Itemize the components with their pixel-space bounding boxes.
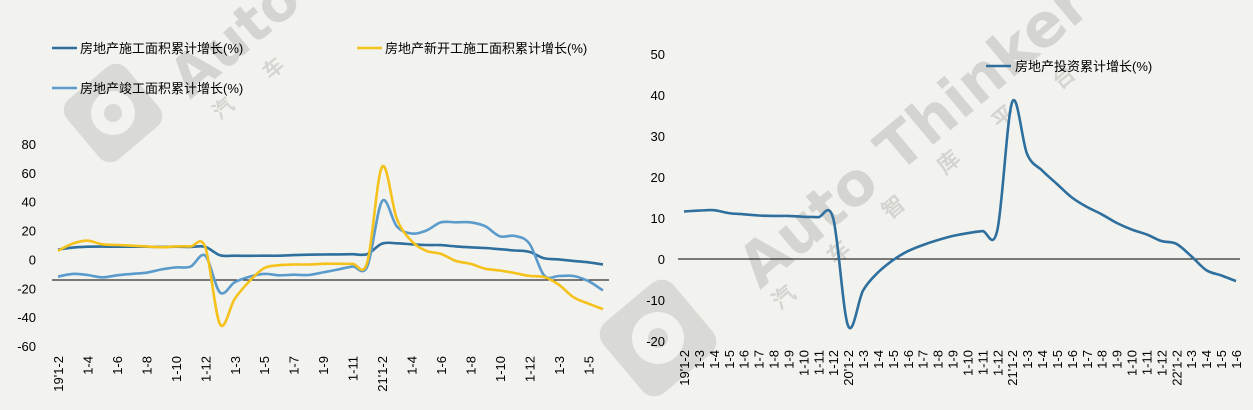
chart1-series-line-1 xyxy=(57,164,604,328)
chart2-xtick-label: 1-11 xyxy=(975,350,990,375)
chart1-xtick-label: 1-12 xyxy=(522,356,537,382)
chart2-xtick-label: 20'1-2 xyxy=(841,350,856,386)
chart1-xtick-label: 1-5 xyxy=(257,356,272,375)
chart2-xtick-label: 1-4 xyxy=(871,350,886,369)
chart1-legend-label-2: 房地产竣工面积累计增长(%) xyxy=(80,81,243,96)
watermark: Auto Thinker Auto Thinker 汽 车 汽 车 智 库 平 … xyxy=(63,0,1104,397)
chart2-xtick-label: 1-4 xyxy=(1199,350,1214,369)
chart2-xtick-label: 1-3 xyxy=(692,350,707,369)
chart1-xtick-label: 1-12 xyxy=(198,356,213,382)
chart2-xtick-label: 1-4 xyxy=(1035,350,1050,369)
chart1-xtick-label: 1-3 xyxy=(552,356,567,375)
watermark-text-right: Auto Thinker xyxy=(725,0,1104,301)
chart1-ytick-label: 80 xyxy=(22,137,36,152)
chart2-xtick-label: 1-6 xyxy=(1229,350,1244,369)
chart2-ytick-label: 40 xyxy=(651,88,665,103)
chart1-ytick-label: -60 xyxy=(17,339,36,354)
chart1-xtick-label: 1-9 xyxy=(316,356,331,375)
chart1-ytick-label: -40 xyxy=(17,310,36,325)
chart2-xtick-label: 1-5 xyxy=(1050,350,1065,369)
chart1-xtick-label: 1-4 xyxy=(80,356,95,375)
chart2-xtick-label: 22'1-2 xyxy=(1169,350,1184,386)
chart2-ytick-label: 0 xyxy=(658,252,665,267)
chart1-ytick-label: 60 xyxy=(22,166,36,181)
chart1-xtick-label: 1-11 xyxy=(346,356,361,381)
chart1-ytick-label: 20 xyxy=(22,224,36,239)
chart2-xtick-label: 1-5 xyxy=(886,350,901,369)
chart2-xtick-label: 1-9 xyxy=(781,350,796,369)
chart1-xtick-label: 1-8 xyxy=(139,356,154,375)
chart2-xtick-label: 1-9 xyxy=(1110,350,1125,369)
chart1-xtick-label: 1-7 xyxy=(287,356,302,375)
chart1-xtick-label: 1-4 xyxy=(405,356,420,375)
chart2-legend-label-0: 房地产投资累计增长(%) xyxy=(1015,59,1152,74)
chart2-xtick-label: 1-8 xyxy=(931,350,946,369)
chart2-xtick-label: 1-3 xyxy=(1020,350,1035,369)
chart2-xtick-label: 1-3 xyxy=(856,350,871,369)
chart2-xtick-label: 1-4 xyxy=(707,350,722,369)
chart2-xtick-label: 21'1-2 xyxy=(1005,350,1020,386)
chart2-ytick-label: 10 xyxy=(651,211,665,226)
chart2-xtick-label: 1-5 xyxy=(722,350,737,369)
chart2-xtick-label: 1-6 xyxy=(901,350,916,369)
chart2-xtick-label: 1-12 xyxy=(990,350,1005,376)
chart1-legend-label-0: 房地产施工面积累计增长(%) xyxy=(80,41,243,56)
chart1-ytick-label: 0 xyxy=(29,252,36,267)
chart1-xtick-label: 1-8 xyxy=(463,356,478,375)
chart2-xtick-label: 19'1-2 xyxy=(677,350,692,386)
chart1-ytick-label: 40 xyxy=(22,195,36,210)
chart1-xtick-label: 1-10 xyxy=(493,356,508,382)
chart2-xtick-label: 1-5 xyxy=(1214,350,1229,369)
chart2-xtick-label: 1-11 xyxy=(1139,350,1154,375)
chart1-xtick-label: 1-5 xyxy=(581,356,596,375)
chart2-series-line-0 xyxy=(683,98,1237,330)
chart2-ytick-label: -10 xyxy=(646,293,665,308)
chart2-xtick-label: 1-8 xyxy=(767,350,782,369)
chart2-xtick-label: 1-12 xyxy=(826,350,841,376)
chart2-ytick-label: 20 xyxy=(651,170,665,185)
chart1-xtick-label: 1-3 xyxy=(228,356,243,375)
chart2-xtick-label: 1-8 xyxy=(1095,350,1110,369)
chart-area-construction: 80 60 40 20 0 -20 -40 -60 19'1-2 1-4 1-6 1-8 1-10 1-1… xyxy=(17,41,609,392)
chart2-xtick-label: 1-10 xyxy=(796,350,811,376)
chart2-xtick-label: 1-6 xyxy=(737,350,752,369)
chart2-xtick-label: 1-12 xyxy=(1154,350,1169,376)
chart2-xtick-label: 1-10 xyxy=(960,350,975,376)
chart2-ytick-label: 50 xyxy=(651,47,665,62)
chart1-xtick-label: 21'1-2 xyxy=(375,356,390,392)
chart2-xtick-label: 1-9 xyxy=(946,350,961,369)
chart1-xtick-label: 1-6 xyxy=(434,356,449,375)
chart1-series-line-2 xyxy=(57,198,604,295)
chart2-ytick-label: -20 xyxy=(646,334,665,349)
chart2-xtick-label: 1-6 xyxy=(1065,350,1080,369)
watermark-logo-left-pupil xyxy=(104,104,122,122)
chart1-xtick-label: 19'1-2 xyxy=(51,356,66,392)
chart1-ytick-label: -20 xyxy=(17,281,36,296)
watermark-logo-right-pupil xyxy=(648,328,668,348)
chart1-xtick-label: 1-6 xyxy=(110,356,125,375)
chart2-xtick-label: 1-11 xyxy=(811,350,826,375)
chart2-ytick-label: 30 xyxy=(651,129,665,144)
chart2-xtick-label: 1-10 xyxy=(1125,350,1140,376)
chart2-xtick-label: 1-3 xyxy=(1184,350,1199,369)
chart2-xtick-label: 1-7 xyxy=(916,350,931,369)
chart2-xtick-label: 1-7 xyxy=(752,350,767,369)
chart1-xtick-label: 1-10 xyxy=(169,356,184,382)
chart2-xtick-label: 1-7 xyxy=(1080,350,1095,369)
chart1-legend-label-1: 房地产新开工施工面积累计增长(%) xyxy=(385,41,587,56)
